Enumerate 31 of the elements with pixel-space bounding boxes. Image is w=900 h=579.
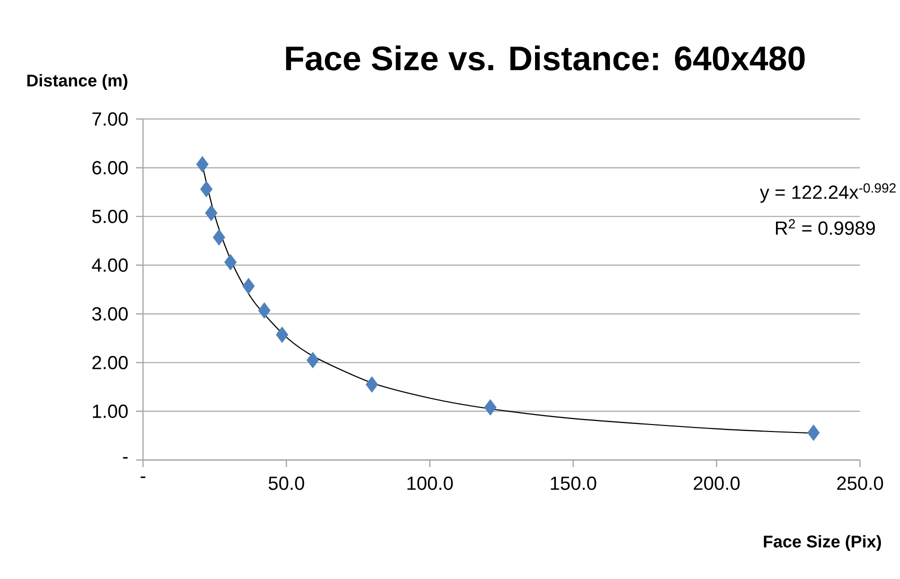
x-tick-label: 50.0 <box>268 476 304 490</box>
y-tick-label: 4.00 <box>92 258 128 272</box>
chart-title: Face Size vs. Distance: 640x480 <box>286 46 805 70</box>
y-tick-label: 6.00 <box>92 160 128 174</box>
y-tick-label: 5.00 <box>92 210 128 224</box>
y-tick-label: - <box>122 457 128 459</box>
point <box>484 399 497 416</box>
annotation: R$^{2}$ = 0.9989 <box>776 219 875 235</box>
point <box>258 302 271 319</box>
point <box>807 424 820 441</box>
y-tick-label: 7.00 <box>92 112 128 126</box>
x-tick-label: 200.0 <box>694 476 740 490</box>
point <box>196 156 209 173</box>
y-tick-label: 1.00 <box>92 404 128 418</box>
point <box>224 254 237 270</box>
point <box>306 352 319 368</box>
y-tick-label: 2.00 <box>92 356 128 370</box>
x-tick-label: 100.0 <box>407 476 453 490</box>
x-tick-label: 250.0 <box>837 476 884 490</box>
point <box>200 180 213 198</box>
annotation: y = 122.24x$^{-0.992}$ <box>760 183 896 203</box>
x-tick-label: - <box>140 476 146 478</box>
x-tick-label: 150.0 <box>550 476 596 490</box>
point <box>276 326 288 344</box>
point <box>366 376 378 393</box>
point <box>242 278 255 294</box>
y-tick-label: 3.00 <box>92 307 128 321</box>
x-axis-title: Face Size (Pix) <box>764 535 881 551</box>
point <box>205 204 218 222</box>
y-axis-title: Distance (m) <box>27 74 128 90</box>
point <box>212 229 226 246</box>
